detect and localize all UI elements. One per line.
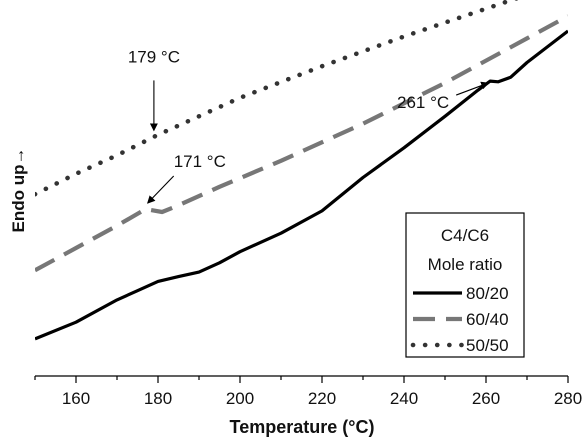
legend-label: 50/50 (466, 336, 509, 355)
x-tick-label: 260 (472, 389, 500, 408)
annotation-arrow (456, 81, 490, 96)
x-tick-label: 200 (226, 389, 254, 408)
plot-area: 179 °C 171 °C 261 °C (35, 0, 568, 341)
series-line-60-40 (35, 14, 568, 273)
series-line-50-50 (35, 0, 519, 197)
annotation-label: 171 °C (174, 152, 226, 171)
series-layer (35, 0, 568, 341)
legend-box (405, 212, 525, 358)
legend: C4/C6 Mole ratio 80/20 60/40 50/50 (405, 212, 525, 358)
annotation-label: 179 °C (128, 47, 180, 66)
x-tick-label: 160 (62, 389, 90, 408)
legend-title-line-2: Mole ratio (428, 255, 503, 274)
x-tick-label: 220 (308, 389, 336, 408)
annotation-label: 261 °C (397, 93, 449, 112)
legend-label: 60/40 (466, 310, 509, 329)
x-tick-label: 280 (554, 389, 582, 408)
annotation-arrow (147, 175, 175, 204)
legend-label: 80/20 (466, 284, 509, 303)
x-ticks: 160 180 200 220 240 260 280 (34, 376, 582, 408)
x-tick-label: 180 (144, 389, 172, 408)
x-axis-title: Temperature (°C) (230, 417, 375, 437)
legend-title-line-1: C4/C6 (441, 226, 489, 245)
y-axis-title: Endo up→ (9, 148, 28, 233)
annotation-layer: 179 °C 171 °C 261 °C (128, 47, 490, 204)
series-line-80-20 (35, 29, 568, 341)
legend-entries: 80/20 60/40 50/50 (410, 284, 509, 355)
x-tick-label: 240 (390, 389, 418, 408)
